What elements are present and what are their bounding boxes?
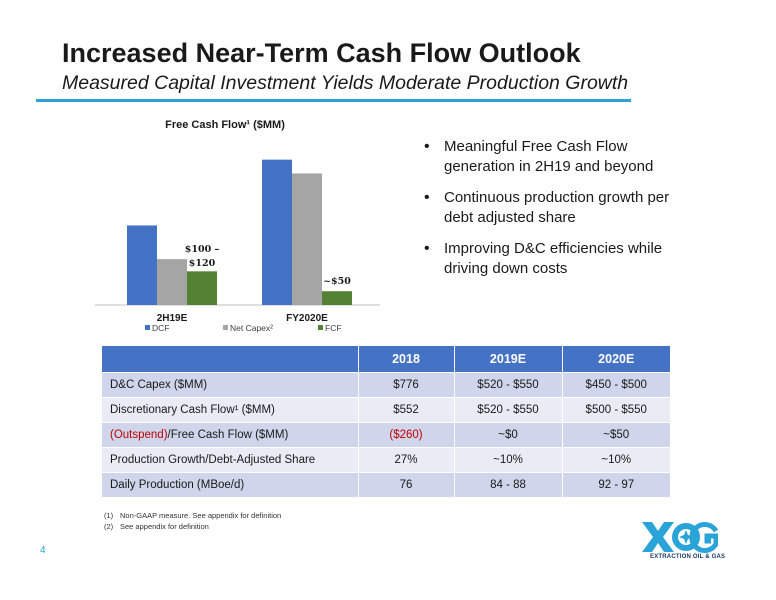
table-cell: $450 - $500 [561, 372, 670, 398]
table-cell: 76 [357, 472, 454, 497]
table-cell: $552 [357, 397, 454, 423]
legend-swatch [223, 325, 228, 330]
legend-swatch [318, 325, 323, 330]
footnote-number: (2) [104, 522, 114, 531]
chart-title: Free Cash Flow¹ ($MM) [165, 119, 285, 131]
table-header-row: 2018 2019E 2020E [102, 346, 670, 373]
footnote: (2) See appendix for definition [104, 521, 281, 532]
table-cell: ($260) [357, 422, 454, 448]
bullet-item: Improving D&C efficiencies while driving… [424, 239, 694, 279]
table-header-cell: 2018 [357, 346, 454, 373]
page-number: 4 [40, 545, 46, 556]
guidance-table: 2018 2019E 2020E D&C Capex ($MM) $776 $5… [102, 346, 670, 497]
legend-swatch [145, 325, 150, 330]
bar-fcf-fy2020e [322, 291, 352, 305]
logo-wordmark: EXTRACTION OIL & GAS [650, 554, 726, 560]
data-label-2h19e-fcf: $100 – [185, 244, 220, 255]
legend-label: FCF [325, 323, 342, 333]
table-row: Production Growth/Debt-Adjusted Share 27… [102, 447, 670, 473]
key-points-list: Meaningful Free Cash Flow generation in … [424, 137, 694, 290]
table-cell: ~10% [561, 447, 670, 473]
table-cell: ~$0 [453, 422, 562, 448]
table-cell: 92 - 97 [561, 472, 670, 497]
title-divider [36, 99, 631, 102]
row-label: Discretionary Cash Flow¹ ($MM) [102, 397, 358, 423]
row-label-fcf: /Free Cash Flow ($MM) [167, 429, 289, 441]
free-cash-flow-chart: Free Cash Flow¹ ($MM) 2H19E FY2020E $100 – $… [90, 112, 400, 344]
bar-fcf-2h19e [187, 271, 217, 305]
table-cell: $500 - $550 [561, 397, 670, 423]
table-header-cell: 2019E [453, 346, 562, 373]
table-cell: $520 - $550 [453, 397, 562, 423]
bar-dcf-2h19e [127, 225, 157, 305]
footnotes: (1) Non-GAAP measure. See appendix for de… [104, 510, 281, 532]
footnote-text: See appendix for definition [120, 522, 209, 531]
table-row: Daily Production (MBoe/d) 76 84 - 88 92 … [102, 472, 670, 497]
bar-netcapex-2h19e [157, 259, 187, 305]
row-label-outspend: (Outspend) [110, 429, 168, 441]
page-subtitle: Measured Capital Investment Yields Moder… [62, 72, 629, 94]
data-label-fy2020e-fcf: ~$50 [323, 276, 351, 287]
table-header-cell: 2020E [561, 346, 670, 373]
bullet-item: Continuous production growth per debt ad… [424, 188, 694, 228]
x-tick-label: FY2020E [286, 313, 328, 324]
legend-label: DCF [152, 323, 169, 333]
table-cell: 27% [357, 447, 454, 473]
table-row: Discretionary Cash Flow¹ ($MM) $552 $520… [102, 397, 670, 423]
bar-netcapex-fy2020e [292, 173, 322, 305]
footnote-text: Non-GAAP measure. See appendix for defin… [120, 511, 282, 520]
bar-dcf-fy2020e [262, 159, 292, 305]
row-label: (Outspend)/Free Cash Flow ($MM) [102, 422, 358, 448]
footnote-number: (1) [104, 511, 114, 520]
chart-svg: Free Cash Flow¹ ($MM) 2H19E FY2020E $100 – $… [95, 119, 380, 333]
table-row: D&C Capex ($MM) $776 $520 - $550 $450 - … [102, 372, 670, 398]
data-label-2h19e-fcf: $120 [189, 258, 216, 269]
table-header-cell [102, 346, 358, 373]
bullet-item: Meaningful Free Cash Flow generation in … [424, 137, 694, 177]
row-label: Production Growth/Debt-Adjusted Share [102, 447, 358, 473]
row-label: D&C Capex ($MM) [102, 372, 358, 398]
page-title: Increased Near-Term Cash Flow Outlook [62, 38, 581, 68]
legend-label: Net Capex² [230, 323, 273, 333]
table-cell: 84 - 88 [453, 472, 562, 497]
footnote: (1) Non-GAAP measure. See appendix for de… [104, 510, 281, 521]
table-cell: ~$50 [561, 422, 670, 448]
table-cell: $776 [357, 372, 454, 398]
table-cell: $520 - $550 [453, 372, 562, 398]
xog-logo-icon [642, 522, 718, 553]
row-label: Daily Production (MBoe/d) [102, 472, 358, 497]
x-tick-label: 2H19E [157, 313, 188, 324]
table-cell: ~10% [453, 447, 562, 473]
table-row: (Outspend)/Free Cash Flow ($MM) ($260) ~… [102, 422, 670, 448]
